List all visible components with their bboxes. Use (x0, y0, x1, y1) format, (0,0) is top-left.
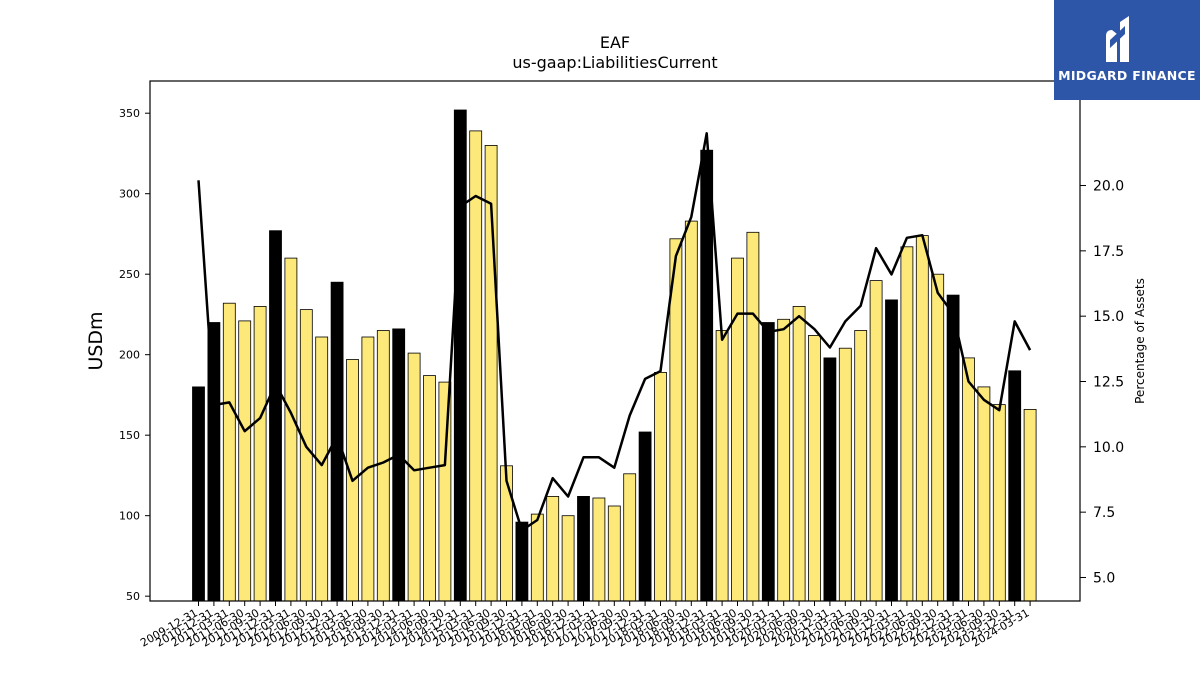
y2-tick-label: 7.5 (1093, 505, 1115, 521)
y-tick-label: 50 (126, 590, 140, 603)
bar (423, 375, 436, 602)
bar (222, 302, 236, 602)
left-axis: 50 100 150 200 250 300 350 (119, 107, 150, 603)
bar (746, 231, 760, 602)
brand-logo: MIDGARD FINANCE (1054, 0, 1200, 100)
bar (530, 513, 544, 602)
bar (546, 495, 560, 602)
bar (253, 305, 267, 602)
bar (1008, 370, 1022, 602)
bar (900, 246, 914, 602)
y-tick-label: 300 (119, 188, 140, 201)
bar (269, 230, 282, 602)
x-axis: 2009-12-312010-12-312011-03-312011-06-30… (138, 601, 1032, 650)
bar (592, 497, 606, 602)
bar (284, 257, 298, 602)
right-axis: 5.0 7.5 10.0 12.5 15.0 17.5 20.0 (1080, 179, 1124, 586)
bar (915, 235, 929, 602)
bar (808, 334, 821, 602)
bar (207, 322, 221, 602)
bar (315, 336, 329, 602)
y2-tick-label: 5.0 (1093, 570, 1115, 586)
bar (838, 347, 852, 602)
logo-text: MIDGARD FINANCE (1058, 68, 1196, 83)
bar (1023, 408, 1037, 602)
plot-frame (149, 80, 1081, 602)
bar (869, 280, 883, 602)
bar (561, 515, 575, 602)
y-tick-label: 200 (119, 349, 140, 362)
y-tick-label: 150 (119, 429, 140, 442)
y2-tick-label: 20.0 (1093, 179, 1124, 195)
y-tick-label: 250 (119, 268, 140, 281)
bar (607, 505, 621, 602)
bar (469, 130, 483, 602)
bar (761, 322, 775, 602)
y-tick-label: 100 (119, 510, 140, 523)
bar (299, 309, 313, 602)
bar (992, 404, 1006, 602)
chart-title: EAF (600, 33, 630, 52)
logo-mark-icon (1106, 16, 1129, 62)
bar-group (192, 109, 1037, 602)
bar (407, 352, 421, 602)
y2-axis-label: Percentage of Assets (1133, 278, 1147, 404)
bar (962, 357, 975, 602)
bar (823, 357, 837, 602)
bar (700, 149, 714, 602)
bar (515, 521, 529, 602)
y2-tick-label: 10.0 (1093, 440, 1124, 456)
bar (192, 386, 205, 602)
bar (977, 386, 991, 602)
bar (500, 465, 513, 602)
bar (376, 330, 390, 602)
bar (392, 328, 406, 602)
bar (946, 294, 960, 602)
y2-tick-label: 15.0 (1093, 309, 1124, 325)
bar (715, 330, 729, 602)
bar (854, 330, 868, 602)
y2-tick-label: 17.5 (1093, 244, 1124, 260)
line-group (197, 132, 1032, 532)
bar (577, 495, 590, 602)
bar (777, 318, 791, 602)
bar (931, 273, 945, 602)
series-line (197, 132, 1032, 532)
bar (654, 371, 667, 602)
bar (238, 320, 252, 602)
y-tick-label: 350 (119, 107, 140, 120)
bar (792, 305, 806, 602)
bar (638, 431, 652, 602)
bar (684, 220, 698, 602)
bar (885, 299, 898, 602)
y-axis-label: USDm (85, 311, 107, 370)
bar (623, 473, 637, 602)
bar (731, 257, 744, 602)
y2-tick-label: 12.5 (1093, 375, 1124, 391)
chart-subtitle: us-gaap:LiabilitiesCurrent (512, 53, 717, 72)
bar (453, 109, 467, 602)
